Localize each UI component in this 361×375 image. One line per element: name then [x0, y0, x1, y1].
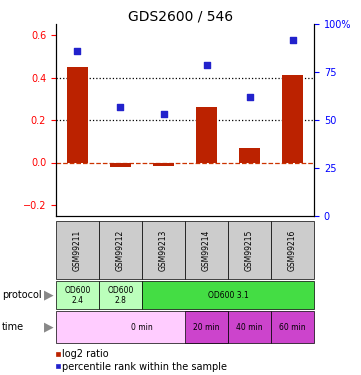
Text: OD600 3.1: OD600 3.1: [208, 291, 248, 300]
Text: GSM99215: GSM99215: [245, 230, 254, 271]
Text: OD600
2.4: OD600 2.4: [64, 286, 91, 305]
Text: 60 min: 60 min: [279, 322, 306, 332]
Point: [204, 62, 209, 68]
Text: OD600
2.8: OD600 2.8: [107, 286, 134, 305]
Bar: [239, 148, 260, 162]
Text: GSM99212: GSM99212: [116, 230, 125, 271]
Text: GSM99213: GSM99213: [159, 230, 168, 271]
Text: GSM99211: GSM99211: [73, 230, 82, 271]
Point: [75, 48, 81, 54]
Bar: [110, 162, 131, 167]
Text: percentile rank within the sample: percentile rank within the sample: [62, 362, 227, 372]
Text: GSM99214: GSM99214: [202, 230, 211, 271]
Text: ▶: ▶: [44, 321, 53, 334]
Bar: [67, 67, 88, 162]
Text: GSM99216: GSM99216: [288, 230, 297, 271]
Point: [247, 94, 252, 100]
Text: ▶: ▶: [44, 289, 53, 302]
Bar: [282, 75, 303, 162]
Text: 0 min: 0 min: [131, 322, 153, 332]
Text: 40 min: 40 min: [236, 322, 263, 332]
Text: log2 ratio: log2 ratio: [62, 350, 108, 359]
Point: [290, 37, 295, 43]
Point: [118, 104, 123, 110]
Text: GDS2600 / 546: GDS2600 / 546: [128, 9, 233, 23]
Point: [161, 111, 166, 117]
Bar: [196, 107, 217, 162]
Bar: [153, 162, 174, 166]
Text: time: time: [2, 322, 24, 332]
Text: 20 min: 20 min: [193, 322, 220, 332]
Text: protocol: protocol: [2, 290, 42, 300]
